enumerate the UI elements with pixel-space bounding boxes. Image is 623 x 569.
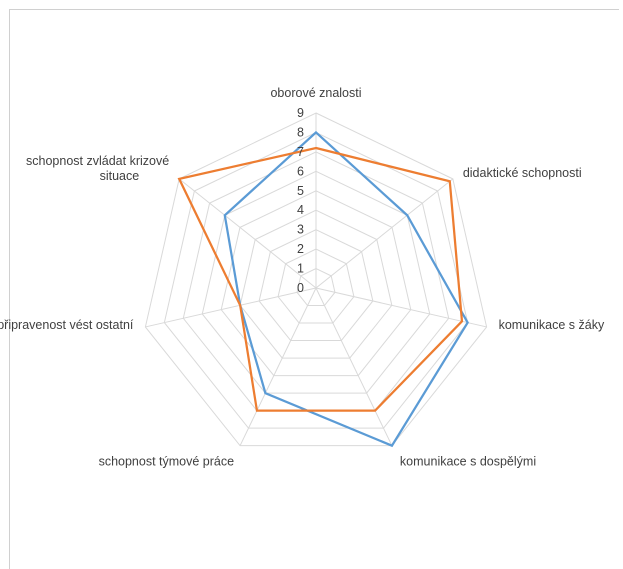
grid-ring: [220, 190, 412, 377]
series-2-line: [177, 146, 464, 412]
tick-label: 8: [297, 125, 304, 139]
tick-labels: 0 1 2 3 4 5 6 7 8 9: [297, 106, 304, 295]
tick-label: 1: [297, 262, 304, 276]
axis-spoke: [315, 287, 487, 328]
grid-ring: [144, 112, 488, 447]
tick-label: 4: [297, 203, 304, 217]
grid-ring: [296, 268, 336, 307]
category-label: připravenost vést ostatní: [0, 318, 134, 332]
grid-ring: [277, 248, 355, 324]
axis-spoke: [145, 287, 317, 328]
axis-spoke: [239, 287, 317, 446]
series-layer: [177, 130, 469, 448]
tick-label: 7: [297, 145, 304, 159]
axis-spoke: [315, 287, 393, 446]
axis-spoke: [315, 178, 454, 289]
tick-label: 9: [297, 106, 304, 120]
axis-spoke: [178, 178, 317, 289]
tick-label: 0: [297, 281, 304, 295]
category-label-line: schopnost zvládat krizové: [26, 154, 169, 168]
category-label: schopnost zvládat krizové situace: [26, 154, 169, 183]
category-label: komunikace s žáky: [499, 318, 605, 332]
tick-label: 5: [297, 184, 304, 198]
series-1-line: [223, 130, 469, 448]
grid-ring: [258, 229, 374, 342]
category-label-line: situace: [100, 169, 140, 183]
category-label: oborové znalosti: [270, 86, 361, 100]
grid-ring: [201, 170, 431, 394]
tick-label: 3: [297, 223, 304, 237]
category-label: schopnost týmové práce: [99, 455, 235, 469]
grid: [144, 112, 488, 447]
tick-label: 2: [297, 242, 304, 256]
category-labels: oborové znalosti didaktické schopnosti kom…: [0, 86, 605, 469]
chart-frame: [9, 9, 619, 569]
grid-ring: [163, 131, 469, 429]
category-label: didaktické schopnosti: [463, 166, 582, 180]
tick-label: 6: [297, 164, 304, 178]
grid-ring: [239, 209, 393, 359]
category-label: komunikace s dospělými: [400, 455, 536, 469]
